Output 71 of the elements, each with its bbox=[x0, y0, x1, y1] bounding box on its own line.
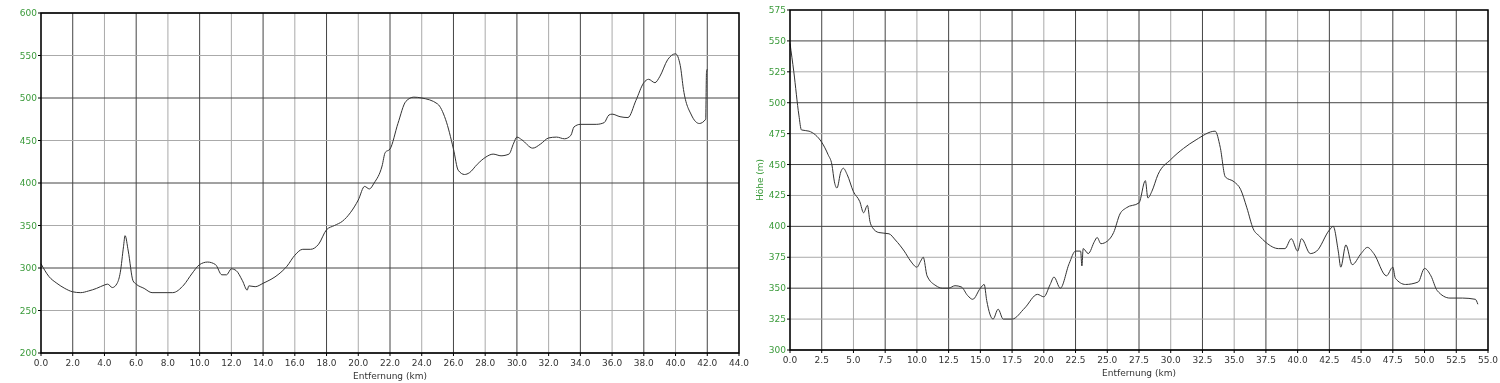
x-tick-label: 36.0 bbox=[602, 358, 623, 368]
x-tick-label: 55.0 bbox=[1477, 355, 1499, 365]
y-tick-label: 500 bbox=[19, 93, 38, 103]
x-tick-label: 30.0 bbox=[506, 358, 528, 368]
x-tick-label: 32.0 bbox=[538, 358, 559, 368]
x-tick-label: 32.5 bbox=[1192, 355, 1213, 365]
x-tick-label: 18.0 bbox=[316, 358, 337, 368]
x-tick-label: 42.0 bbox=[697, 358, 718, 368]
x-tick-label: 12.0 bbox=[221, 358, 242, 368]
y-tick-label: 350 bbox=[768, 283, 787, 294]
y-tick-label: 475 bbox=[768, 128, 786, 139]
y-tick-label: 550 bbox=[768, 35, 787, 46]
y-tick-label: 350 bbox=[19, 220, 38, 231]
y-tick-label: 575 bbox=[768, 5, 786, 15]
x-tick-label: 25.0 bbox=[1097, 355, 1118, 365]
x-tick-label: 4.0 bbox=[97, 358, 112, 368]
line-series bbox=[40, 53, 708, 294]
y-tick-label: 525 bbox=[768, 66, 786, 77]
y-tick-label: 250 bbox=[19, 305, 38, 316]
x-axis-title: Entfernung (km) bbox=[1102, 368, 1176, 378]
x-tick-label: 2.0 bbox=[65, 358, 81, 368]
y-tick-label: 600 bbox=[19, 8, 38, 18]
x-tick-label: 0.0 bbox=[33, 358, 49, 368]
x-tick-label: 42.5 bbox=[1319, 355, 1340, 365]
x-tick-label: 28.0 bbox=[475, 358, 496, 368]
y-tick-label: 325 bbox=[768, 314, 786, 325]
x-tick-label: 15.0 bbox=[970, 355, 991, 365]
x-tick-label: 20.0 bbox=[348, 358, 369, 368]
x-tick-label: 44.0 bbox=[728, 358, 750, 368]
y-tick-label: 300 bbox=[768, 345, 787, 355]
x-tick-label: 47.5 bbox=[1382, 355, 1403, 365]
x-tick-label: 10.0 bbox=[189, 358, 210, 368]
x-tick-label: 37.5 bbox=[1255, 355, 1276, 365]
x-tick-label: 40.0 bbox=[1287, 355, 1308, 365]
x-tick-label: 35.0 bbox=[1224, 355, 1245, 365]
x-axis-title: Entfernung (km) bbox=[353, 371, 427, 381]
x-tick-label: 14.0 bbox=[253, 358, 274, 368]
y-tick-label: 400 bbox=[19, 178, 38, 188]
x-tick-label: 52.5 bbox=[1446, 355, 1467, 365]
y-tick-label: 450 bbox=[768, 159, 787, 170]
x-tick-label: 22.0 bbox=[379, 358, 401, 368]
x-tick-label: 8.0 bbox=[160, 358, 176, 368]
y-tick-label: 425 bbox=[768, 190, 786, 201]
x-tick-label: 0.0 bbox=[782, 355, 798, 365]
x-tick-label: 38.0 bbox=[633, 358, 655, 368]
x-tick-label: 24.0 bbox=[411, 358, 433, 368]
y-tick-label: 300 bbox=[19, 263, 38, 273]
x-tick-label: 16.0 bbox=[284, 358, 306, 368]
x-tick-label: 26.0 bbox=[443, 358, 464, 368]
y-tick-label: 450 bbox=[19, 135, 38, 146]
x-tick-label: 30.0 bbox=[1160, 355, 1182, 365]
y-axis-title: Höhe (m) bbox=[755, 158, 765, 202]
x-tick-label: 20.0 bbox=[1033, 355, 1055, 365]
y-tick-label: 400 bbox=[768, 221, 787, 232]
x-tick-label: 7.5 bbox=[878, 355, 893, 365]
y-tick-label: 500 bbox=[768, 97, 787, 108]
x-tick-label: 27.5 bbox=[1128, 355, 1150, 365]
y-tick-label: 550 bbox=[19, 50, 38, 61]
x-tick-label: 50.0 bbox=[1414, 355, 1435, 365]
x-tick-label: 6.0 bbox=[129, 358, 144, 368]
x-tick-label: 5.0 bbox=[846, 355, 861, 365]
x-tick-label: 45.0 bbox=[1351, 355, 1372, 365]
x-tick-label: 40.0 bbox=[665, 358, 686, 368]
x-tick-label: 17.5 bbox=[1002, 355, 1023, 365]
x-tick-label: 22.5 bbox=[1065, 355, 1086, 365]
y-tick-label: 375 bbox=[768, 252, 786, 263]
x-tick-label: 34.0 bbox=[570, 358, 591, 368]
y-tick-label: 200 bbox=[19, 348, 38, 358]
x-tick-label: 12.5 bbox=[938, 355, 959, 365]
x-tick-label: 2.5 bbox=[814, 355, 829, 365]
x-tick-label: 10.0 bbox=[906, 355, 928, 365]
